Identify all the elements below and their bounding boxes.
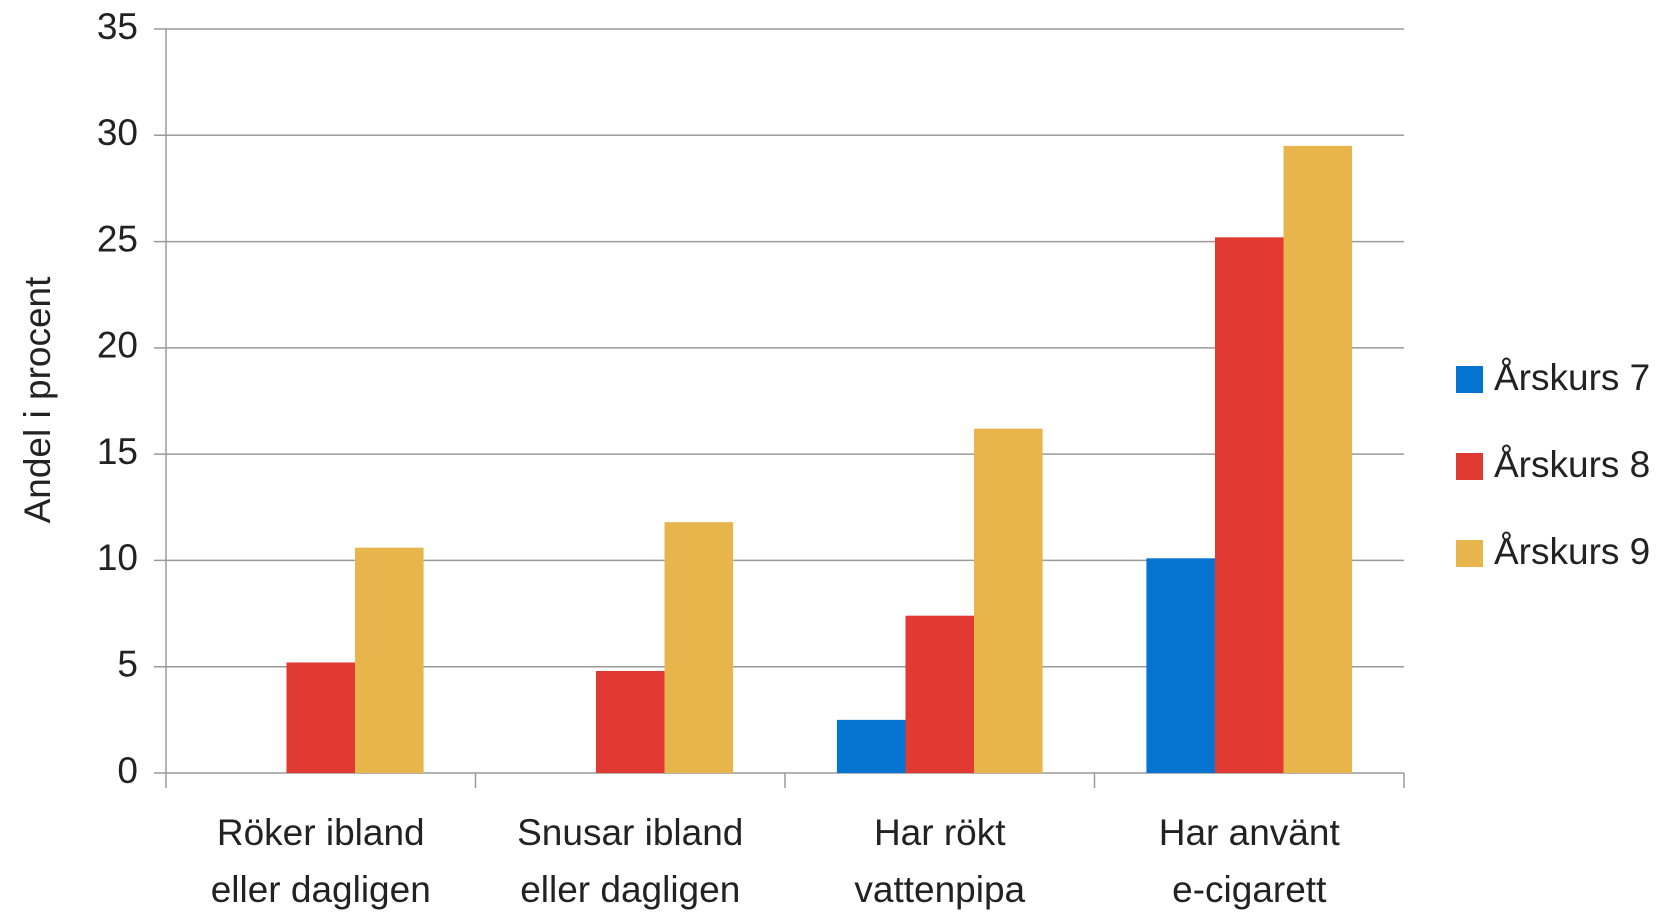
legend-swatch	[1456, 540, 1483, 567]
y-axis-label: Andel i procent	[17, 276, 58, 524]
bar	[974, 428, 1043, 773]
bar	[1283, 145, 1353, 773]
x-tick-label: Röker ibland eller dagligen	[211, 812, 431, 910]
bar	[664, 522, 734, 773]
bar	[1146, 558, 1215, 773]
bar	[286, 662, 356, 773]
bar	[1214, 237, 1284, 773]
y-tick-label: 0	[117, 750, 138, 791]
y-tick-label: 25	[97, 218, 138, 259]
bar	[355, 547, 424, 773]
x-tick-label: Har rökt vattenpipa	[854, 812, 1025, 910]
bar	[836, 719, 906, 773]
y-tick-label: 35	[97, 6, 138, 47]
y-tick-label: 20	[97, 325, 138, 366]
y-tick-label: 15	[97, 431, 138, 472]
legend-label: Årskurs 9	[1494, 531, 1650, 572]
bar	[905, 615, 975, 773]
x-tick-label: Snusar ibland eller dagligen	[517, 812, 743, 910]
legend-swatch	[1456, 453, 1483, 480]
y-tick-label: 10	[97, 537, 138, 578]
x-tick-label: Har använt e-cigarett	[1159, 812, 1341, 910]
legend-label: Årskurs 8	[1494, 444, 1650, 485]
legend-swatch	[1456, 366, 1483, 393]
legend-label: Årskurs 7	[1494, 357, 1650, 398]
y-tick-label: 30	[97, 112, 138, 153]
y-tick-label: 5	[117, 643, 138, 684]
bar	[595, 670, 665, 773]
